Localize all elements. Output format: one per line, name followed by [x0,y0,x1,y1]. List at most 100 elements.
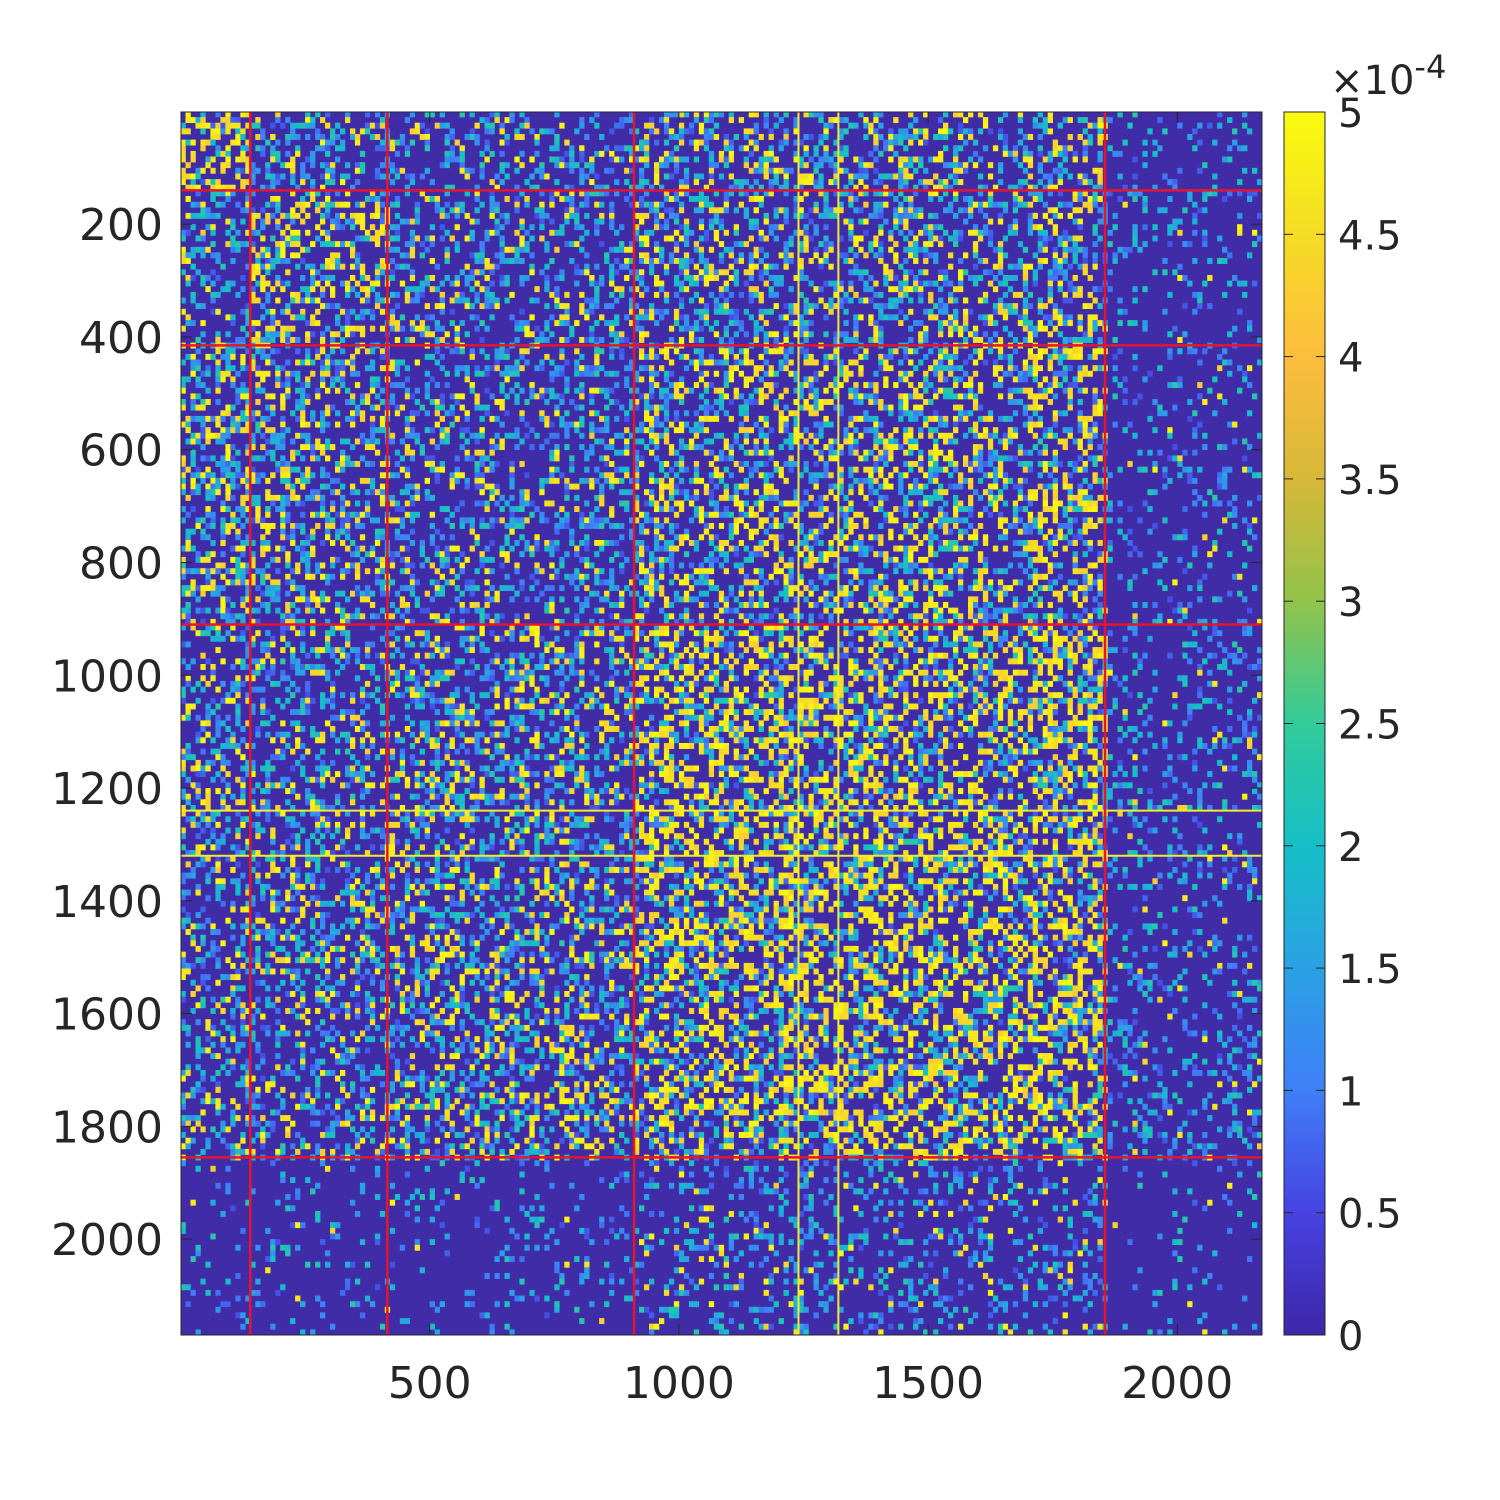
heatmap-cell [230,281,235,287]
heatmap-cell [769,331,774,337]
heatmap-cell [1093,202,1098,208]
heatmap-cell [365,128,370,134]
heatmap-cell [1202,433,1207,439]
heatmap-cell [544,128,549,134]
heatmap-cell [1152,151,1157,157]
heatmap-cell [739,444,744,450]
heatmap-cell [963,360,968,366]
heatmap-cell [933,388,938,394]
heatmap-cell [804,230,809,236]
heatmap-cell [749,376,754,382]
heatmap-cell [679,439,684,445]
heatmap-cell [1003,326,1008,332]
heatmap-cell [275,247,280,253]
heatmap-cell [265,450,270,456]
heatmap-cell [898,410,903,416]
heatmap-cell [191,179,196,185]
heatmap-cell [848,337,853,343]
heatmap-cell [739,348,744,354]
heatmap-cell [235,168,240,174]
heatmap-cell [210,134,215,140]
heatmap-cell [400,219,405,225]
heatmap-cell [1008,371,1013,377]
heatmap-cell [544,303,549,309]
heatmap-cell [903,213,908,219]
heatmap-cell [1088,331,1093,337]
heatmap-cell [858,455,863,461]
heatmap-cell [1083,450,1088,456]
heatmap-cell [205,157,210,163]
heatmap-cell [310,264,315,270]
heatmap-cell [923,247,928,253]
heatmap-cell [684,157,689,163]
heatmap-cell [1172,455,1177,461]
heatmap-cell [973,326,978,332]
heatmap-cell [475,314,480,320]
heatmap-cell [220,151,225,157]
heatmap-cell [295,134,300,140]
heatmap-cell [1192,410,1197,416]
heatmap-cell [1078,134,1083,140]
heatmap-cell [809,219,814,225]
heatmap-cell [524,241,529,247]
heatmap-cell [320,117,325,123]
heatmap-cell [554,365,559,371]
heatmap-cell [205,433,210,439]
heatmap-cell [225,117,230,123]
heatmap-cell [1068,298,1073,304]
heatmap-cell [210,213,215,219]
heatmap-plot-area [181,111,1263,1335]
heatmap-cell [579,388,584,394]
heatmap-cell [679,399,684,405]
heatmap-cell [714,236,719,242]
heatmap-cell [599,388,604,394]
heatmap-cell [1093,258,1098,264]
heatmap-cell [993,309,998,315]
heatmap-cell [868,213,873,219]
heatmap-cell [1058,269,1063,275]
heatmap-cell [559,393,564,399]
heatmap-cell [963,298,968,304]
heatmap-cell [200,168,205,174]
heatmap-cell [405,393,410,399]
heatmap-cell [450,422,455,428]
heatmap-cell [928,241,933,247]
heatmap-cell [759,309,764,315]
heatmap-cell [186,427,191,433]
heatmap-cell [948,162,953,168]
heatmap-cell [514,168,519,174]
heatmap-cell [968,376,973,382]
heatmap-cell [220,162,225,168]
heatmap-cell [759,416,764,422]
heatmap-cell [898,309,903,315]
heatmap-cell [908,393,913,399]
heatmap-cell [559,123,564,129]
heatmap-cell [953,213,958,219]
heatmap-cell [928,416,933,422]
heatmap-cell [863,281,868,287]
heatmap-cell [1068,427,1073,433]
heatmap-cell [699,207,704,213]
heatmap-cell [1018,117,1023,123]
heatmap-cell [1167,427,1172,433]
heatmap-cell [913,213,918,219]
heatmap-cell [814,433,819,439]
heatmap-cell [704,264,709,270]
heatmap-cell [724,157,729,163]
heatmap-cell [490,439,495,445]
heatmap-cell [843,258,848,264]
heatmap-cell [370,360,375,366]
heatmap-cell [619,450,624,456]
heatmap-cell [609,151,614,157]
heatmap-cell [953,326,958,332]
heatmap-cell [514,365,519,371]
heatmap-cell [470,388,475,394]
heatmap-cell [659,117,664,123]
heatmap-cell [330,241,335,247]
heatmap-cell [475,207,480,213]
heatmap-cell [220,433,225,439]
heatmap-cell [225,219,230,225]
heatmap-cell [699,393,704,399]
heatmap-cell [1088,123,1093,129]
heatmap-cell [1157,207,1162,213]
